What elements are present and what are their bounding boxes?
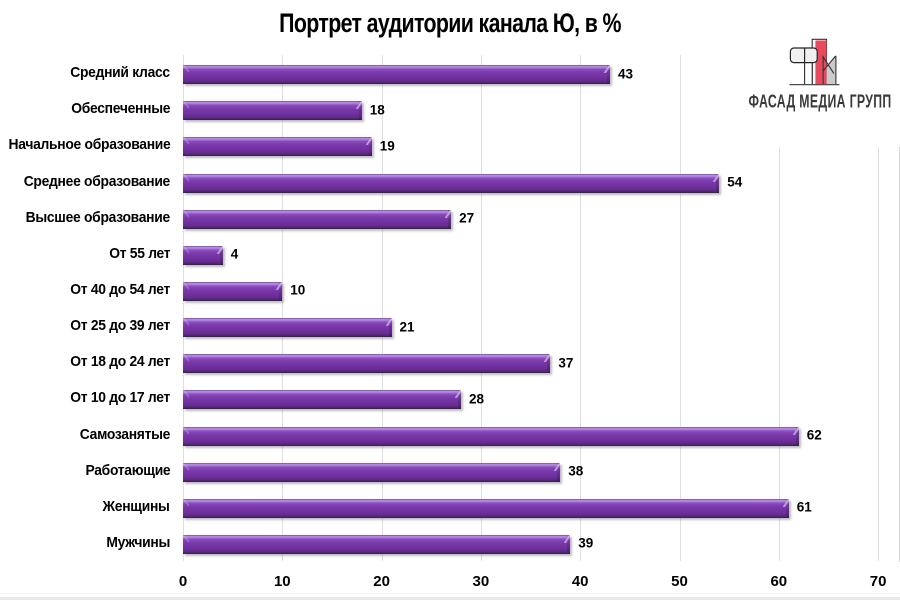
svg-text:ФАСАД МЕДИА ГРУПП: ФАСАД МЕДИА ГРУПП	[748, 92, 891, 112]
